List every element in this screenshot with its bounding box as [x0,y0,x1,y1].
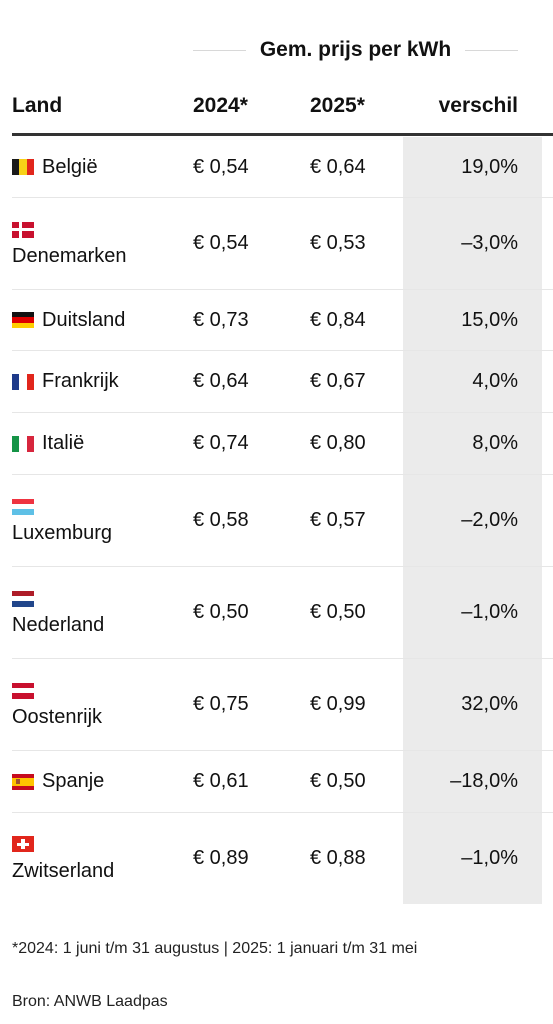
country-cell: Luxemburg [12,495,112,545]
country-cell: Oostenrijk [12,679,102,729]
country-name: Italië [42,432,85,454]
flag-icon [12,836,34,853]
table-row: Denemarken € 0,54 € 0,53 –3,0% [0,198,553,290]
flag-icon [12,498,34,515]
country-cell: Denemarken [12,218,127,268]
table-row: Zwitserland € 0,89 € 0,88 –1,0% [0,813,553,904]
flag-icon [12,682,34,699]
row-divider [12,566,553,567]
price-2024: € 0,75 [193,693,249,715]
footnote: *2024: 1 juni t/m 31 augustus | 2025: 1 … [12,940,418,957]
table-row: Nederland € 0,50 € 0,50 –1,0% [0,567,553,659]
header-divider-right [465,49,519,51]
price-2024: € 0,50 [193,601,249,623]
flag-icon [12,773,34,790]
country-name: Nederland [12,614,105,636]
price-difference: 4,0% [472,370,518,392]
price-difference: –2,0% [461,509,518,531]
header-divider-left [193,49,246,51]
country-name: Frankrijk [42,370,119,392]
country-name: Luxemburg [12,522,113,544]
header-2024: 2024* [193,94,248,117]
price-difference: 32,0% [461,693,518,715]
flag-icon [12,221,34,238]
row-divider [12,474,553,475]
row-divider [12,412,553,413]
country-cell: Frankrijk [12,370,119,393]
price-2024: € 0,61 [193,770,249,792]
flag-icon [12,435,34,452]
price-2024: € 0,89 [193,846,249,869]
table-row: Italië € 0,74 € 0,80 8,0% [0,413,553,475]
country-name: Denemarken [12,245,127,267]
price-difference: –1,0% [461,846,518,869]
price-2025: € 0,80 [310,432,366,454]
price-2025: € 0,53 [310,232,366,254]
price-2025: € 0,88 [310,846,366,869]
price-2024: € 0,64 [193,370,249,392]
header-verschil: verschil [438,94,518,117]
price-2025: € 0,57 [310,509,366,531]
price-2024: € 0,74 [193,432,249,454]
price-2025: € 0,99 [310,693,366,715]
price-2025: € 0,50 [310,601,366,623]
header-2025: 2025* [310,94,365,117]
price-2025: € 0,64 [310,155,366,178]
country-name: Spanje [42,770,105,792]
row-divider [12,197,553,198]
row-divider [12,350,553,351]
country-name: Zwitserland [12,859,115,882]
price-difference: –18,0% [450,770,518,792]
table-row: Duitsland € 0,73 € 0,84 15,0% [0,290,553,351]
country-cell: Italië [12,432,84,455]
row-divider [12,658,553,659]
country-cell: Zwitserland [12,833,114,883]
column-group-header: Gem. prijs per kWh [193,34,519,66]
row-divider [12,750,553,751]
price-2025: € 0,84 [310,308,366,331]
country-name: Duitsland [42,308,126,331]
price-difference: 19,0% [461,155,518,178]
country-cell: België [12,156,98,179]
price-2024: € 0,54 [193,155,249,178]
country-cell: Duitsland [12,309,125,332]
price-difference: 8,0% [472,432,518,454]
price-difference: –1,0% [461,601,518,623]
group-header-label: Gem. prijs per kWh [259,38,452,61]
flag-icon [12,590,34,607]
verschil-column-shade [403,137,542,904]
flag-icon [12,159,34,175]
source-note: Bron: ANWB Laadpas [12,993,168,1010]
header-land: Land [12,94,63,117]
price-2025: € 0,67 [310,370,366,392]
header-rule [12,133,553,136]
table-row: Luxemburg € 0,58 € 0,57 –2,0% [0,475,553,567]
country-name: België [42,155,98,178]
price-2024: € 0,54 [193,232,249,254]
flag-icon [12,373,34,390]
price-2024: € 0,73 [193,308,249,331]
country-name: Oostenrijk [12,706,103,728]
row-divider [12,812,553,813]
price-2025: € 0,50 [310,770,366,792]
flag-icon [12,312,34,328]
table-row: België € 0,54 € 0,64 19,0% [0,137,553,198]
price-difference: –3,0% [461,232,518,254]
table-row: Spanje € 0,61 € 0,50 –18,0% [0,751,553,813]
table-row: Frankrijk € 0,64 € 0,67 4,0% [0,351,553,413]
price-difference: 15,0% [461,308,518,331]
price-2024: € 0,58 [193,509,249,531]
country-cell: Spanje [12,770,104,793]
country-cell: Nederland [12,587,104,637]
table-row: Oostenrijk € 0,75 € 0,99 32,0% [0,659,553,751]
row-divider [12,289,553,290]
